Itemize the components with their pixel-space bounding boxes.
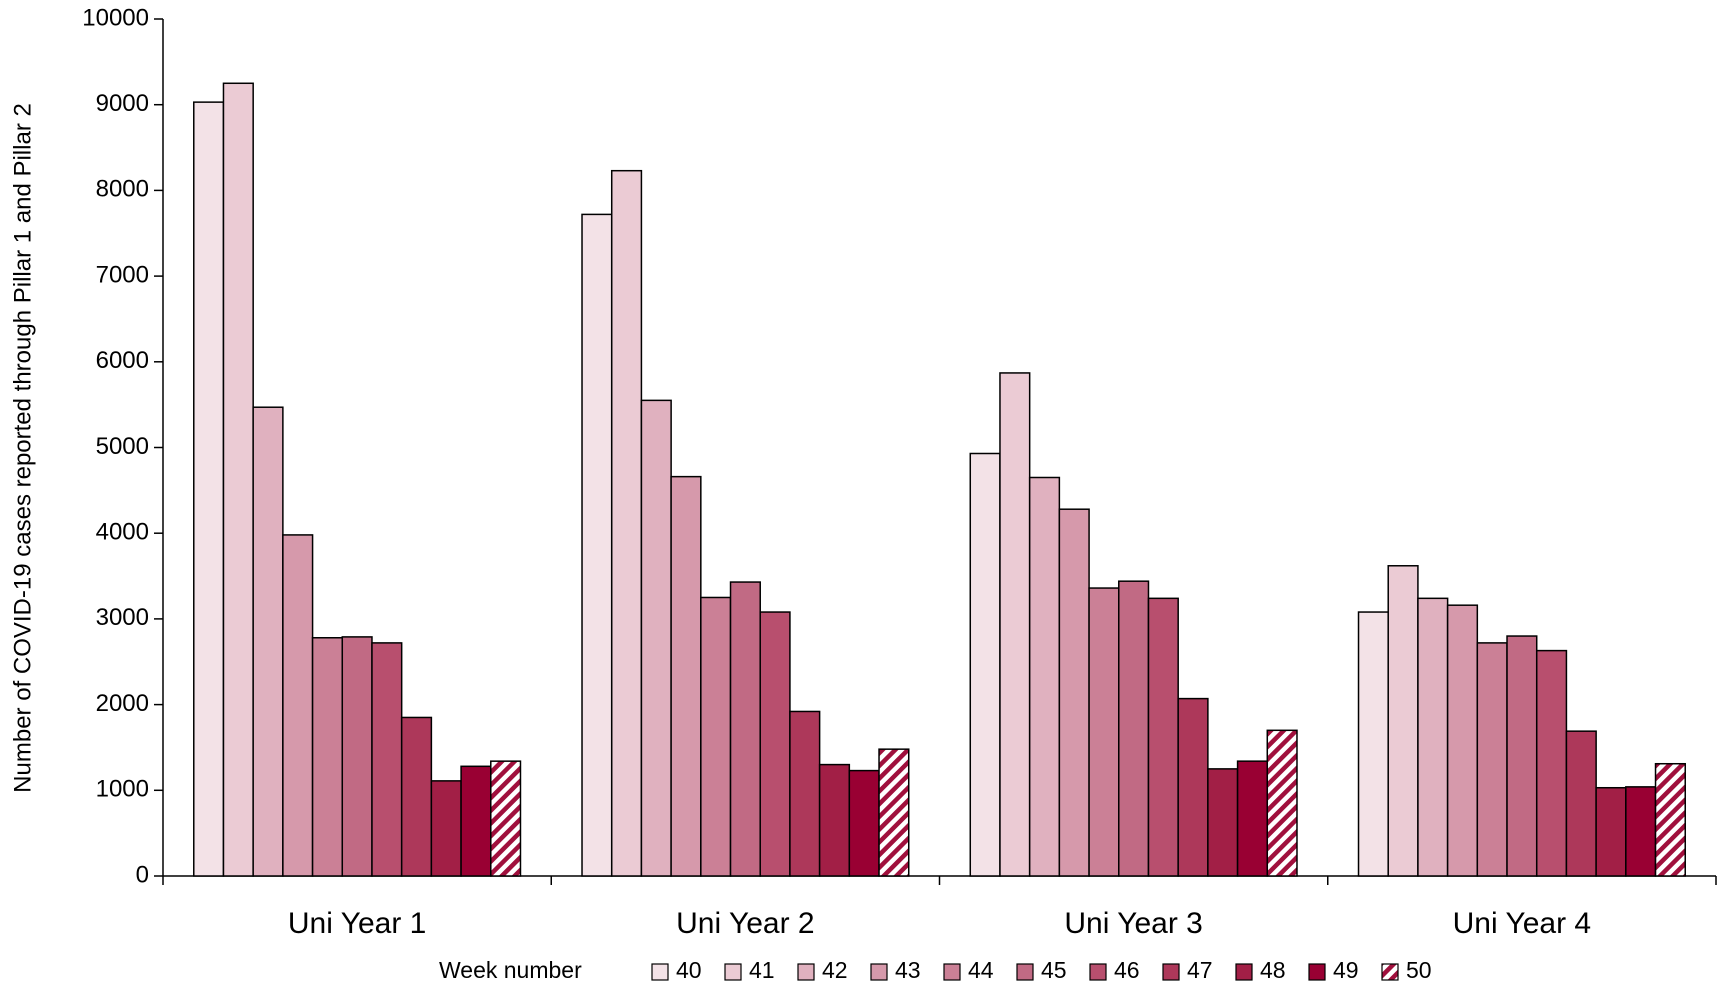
legend-swatch bbox=[651, 963, 669, 981]
bar bbox=[1088, 587, 1120, 877]
legend-label: 47 bbox=[1187, 957, 1213, 983]
bar bbox=[1058, 508, 1090, 877]
bar bbox=[1236, 760, 1269, 877]
bar bbox=[969, 452, 1001, 877]
bar bbox=[1147, 597, 1179, 877]
bar bbox=[999, 372, 1031, 877]
y-axis-label: Number of COVID-19 cases reported throug… bbox=[9, 103, 36, 793]
bar bbox=[1476, 642, 1508, 877]
bar bbox=[789, 710, 821, 877]
bar bbox=[430, 780, 462, 877]
bar bbox=[1535, 649, 1568, 877]
y-tick-label: 8000 bbox=[96, 176, 149, 203]
y-tick-label: 10000 bbox=[82, 4, 149, 31]
legend-swatch bbox=[943, 963, 961, 981]
y-tick-label: 7000 bbox=[96, 261, 149, 288]
x-tick-label: Uni Year 2 bbox=[676, 907, 814, 940]
legend-swatch bbox=[1235, 963, 1253, 981]
bar bbox=[1266, 729, 1298, 877]
y-tick-label: 1000 bbox=[96, 776, 149, 803]
bar bbox=[1565, 730, 1597, 877]
legend-swatch bbox=[1308, 963, 1326, 981]
bar bbox=[282, 534, 314, 877]
legend-swatch bbox=[797, 963, 815, 981]
bar bbox=[759, 611, 791, 877]
legend-label: 43 bbox=[895, 957, 921, 983]
bar bbox=[400, 716, 433, 877]
bar bbox=[222, 82, 254, 877]
legend-label: 48 bbox=[1260, 957, 1286, 983]
bar bbox=[581, 213, 613, 877]
bar bbox=[1595, 786, 1627, 877]
y-tick-label: 0 bbox=[136, 861, 149, 888]
legend-swatch bbox=[870, 963, 888, 981]
bar bbox=[193, 101, 225, 877]
x-tick-label: Uni Year 3 bbox=[1064, 907, 1202, 940]
x-tick-label: Uni Year 1 bbox=[288, 907, 426, 940]
legend-swatch bbox=[1089, 963, 1107, 981]
bar bbox=[818, 763, 851, 877]
bar bbox=[1207, 768, 1239, 877]
bar bbox=[1118, 580, 1150, 877]
y-tick-label: 4000 bbox=[96, 519, 149, 546]
bar bbox=[729, 581, 761, 877]
bar bbox=[252, 406, 284, 877]
y-tick-label: 5000 bbox=[96, 433, 149, 460]
legend-label: 49 bbox=[1333, 957, 1359, 983]
bar bbox=[460, 765, 492, 877]
legend-swatch bbox=[1381, 963, 1399, 981]
bar bbox=[1177, 697, 1209, 877]
bar bbox=[700, 596, 732, 877]
bar bbox=[1387, 565, 1419, 877]
bar bbox=[848, 769, 880, 877]
legend-label: 41 bbox=[749, 957, 775, 983]
bar bbox=[1506, 635, 1538, 877]
bar bbox=[1446, 604, 1479, 877]
bar bbox=[670, 475, 702, 877]
bar bbox=[1625, 786, 1657, 877]
y-tick-label: 9000 bbox=[96, 90, 149, 117]
bar bbox=[311, 637, 344, 877]
bar bbox=[878, 748, 910, 877]
bar bbox=[610, 169, 643, 877]
bar bbox=[1357, 611, 1389, 877]
legend-label: 50 bbox=[1406, 957, 1432, 983]
y-tick-label: 3000 bbox=[96, 604, 149, 631]
legend-swatch bbox=[724, 963, 742, 981]
bar bbox=[341, 636, 373, 877]
bar bbox=[1417, 597, 1449, 877]
y-tick-label: 2000 bbox=[96, 690, 149, 717]
legend-label: 40 bbox=[676, 957, 702, 983]
bar bbox=[371, 642, 403, 877]
bar bbox=[1654, 762, 1686, 877]
legend-swatch bbox=[1016, 963, 1034, 981]
legend-label: 46 bbox=[1114, 957, 1140, 983]
y-tick-label: 6000 bbox=[96, 347, 149, 374]
x-tick-label: Uni Year 4 bbox=[1453, 907, 1591, 940]
legend-label: 45 bbox=[1041, 957, 1067, 983]
legend-label: 42 bbox=[822, 957, 848, 983]
legend-title: Week number bbox=[439, 957, 582, 983]
bar bbox=[490, 760, 522, 877]
bar bbox=[640, 399, 672, 877]
bar bbox=[1028, 476, 1061, 877]
legend-label: 44 bbox=[968, 957, 994, 983]
legend-swatch bbox=[1162, 963, 1180, 981]
